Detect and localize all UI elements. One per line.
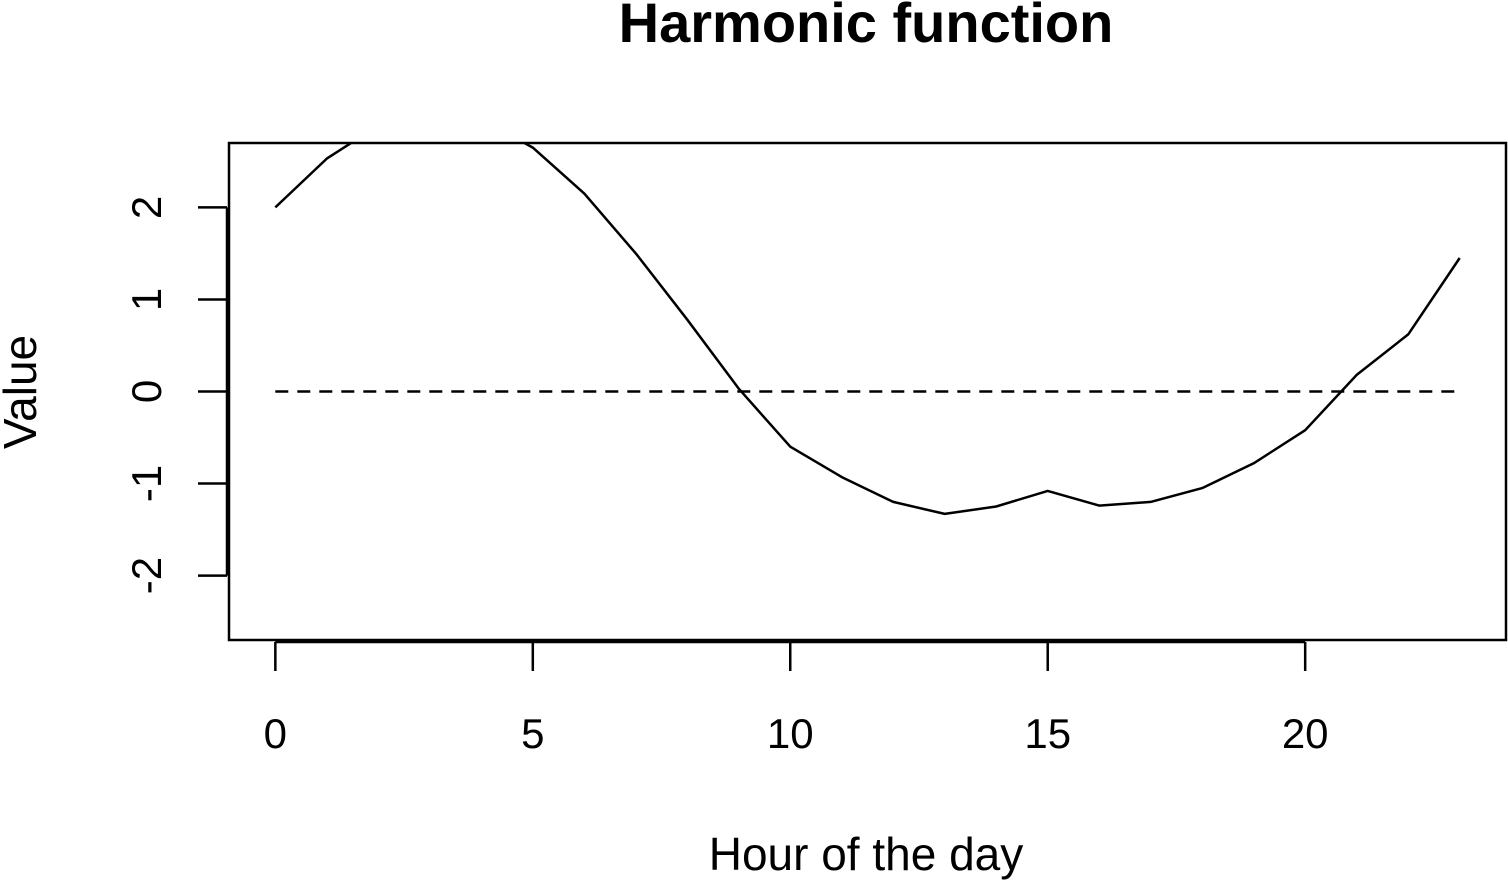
y-tick-label-1: 1 (123, 288, 170, 311)
x-tick-label-5: 5 (521, 710, 544, 757)
x-tick-label-10: 10 (767, 710, 814, 757)
x-tick-label-20: 20 (1282, 710, 1329, 757)
x-tick-label-0: 0 (264, 710, 287, 757)
plot-frame (227, 141, 1508, 642)
y-tick-label--1: -1 (123, 465, 170, 502)
x-axis-label: Hour of the day (709, 828, 1024, 880)
y-axis-label: Value (0, 335, 46, 449)
y-tick-label-0: 0 (123, 380, 170, 403)
x-tick-label-15: 15 (1024, 710, 1071, 757)
series-line-1 (274, 143, 1461, 516)
x-axis: 0 5 10 15 20 (264, 640, 1329, 757)
series-layer (274, 143, 1461, 516)
y-axis: -2 -1 0 1 2 (123, 196, 229, 594)
chart-title: Harmonic function (619, 0, 1114, 54)
y-tick-label--2: -2 (123, 557, 170, 594)
y-tick-label-2: 2 (123, 196, 170, 219)
